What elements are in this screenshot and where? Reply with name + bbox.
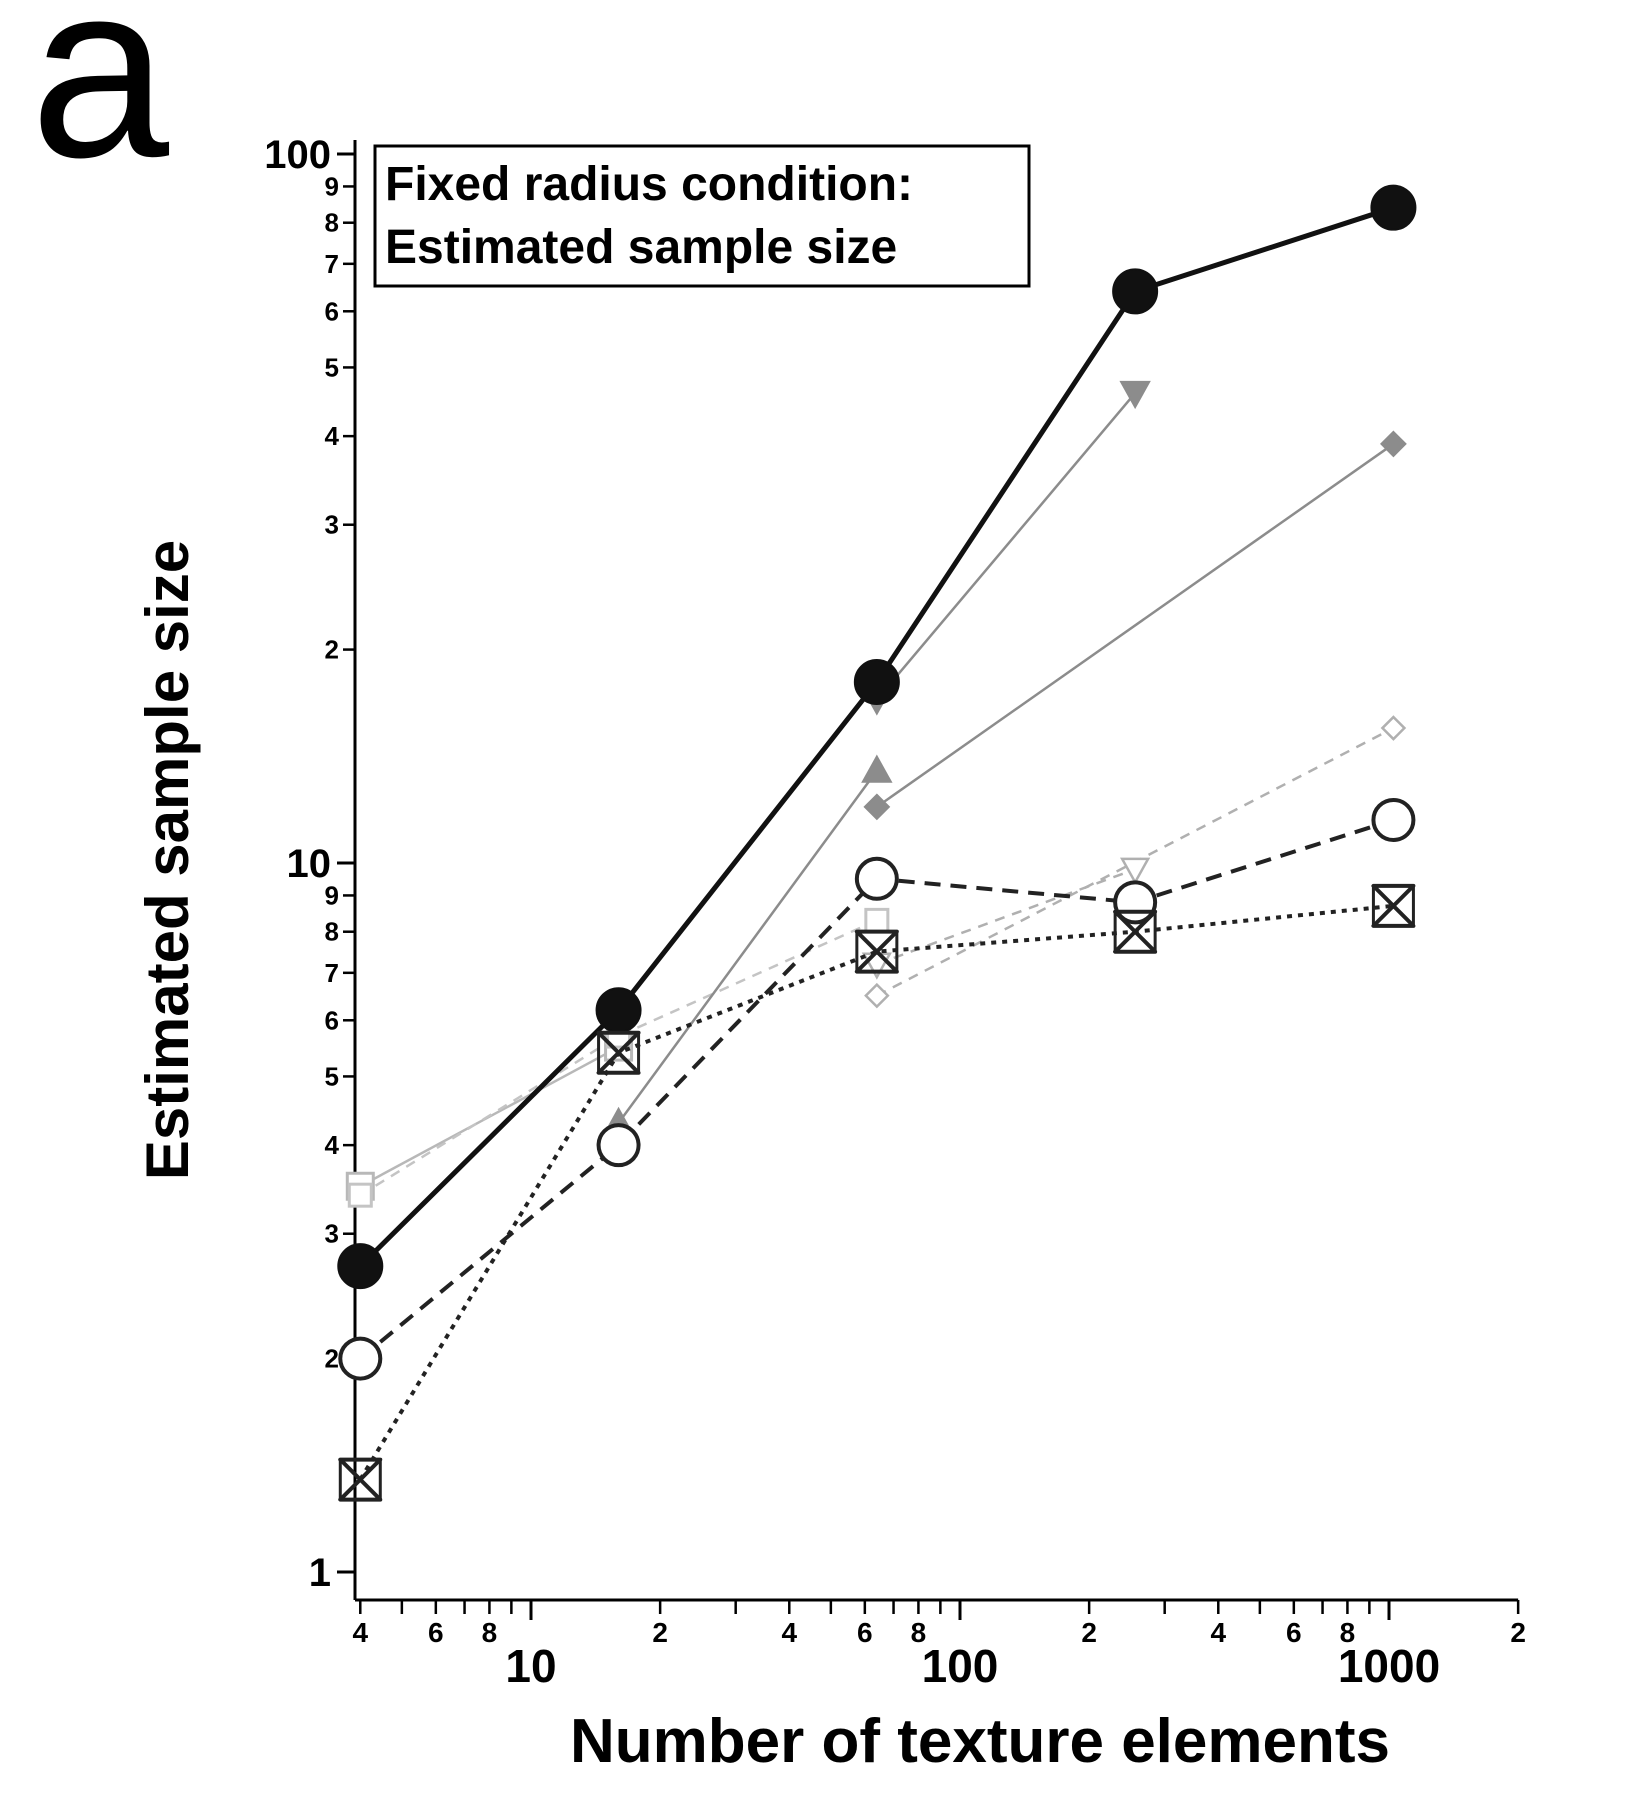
square-open-marker <box>347 1182 373 1208</box>
circle-filled-marker <box>1370 184 1417 231</box>
triangle-up-filled-marker <box>861 754 893 783</box>
series-4 <box>863 430 1407 821</box>
x-minor-tick-label: 8 <box>911 1617 927 1648</box>
y-major-tick-label: 10 <box>287 842 332 886</box>
y-minor-tick-label: 7 <box>325 958 339 988</box>
y-minor-tick-label: 5 <box>325 1061 339 1091</box>
x-minor-tick-label: 4 <box>352 1617 368 1648</box>
x-minor-tick-label: 6 <box>428 1617 444 1648</box>
y-minor-tick-label: 4 <box>325 1130 340 1160</box>
x-major-tick-label: 1000 <box>1338 1640 1440 1692</box>
y-minor-tick-label: 9 <box>325 880 339 910</box>
y-minor-tick-label: 8 <box>325 917 339 947</box>
circle-filled-marker <box>1112 268 1159 315</box>
diamond-open-marker <box>864 982 890 1009</box>
y-minor-tick-label: 6 <box>325 1005 339 1035</box>
circle-filled-marker <box>595 987 642 1034</box>
x-minor-tick-label: 6 <box>1286 1617 1302 1648</box>
y-minor-tick-label: 7 <box>325 249 339 279</box>
x-minor-tick-label: 2 <box>1510 1617 1526 1648</box>
y-axis-title: Estimated sample size <box>134 540 201 1180</box>
chart-title-line-1: Fixed radius condition: <box>385 158 913 211</box>
x-minor-tick-label: 4 <box>1210 1617 1226 1648</box>
series-line <box>875 392 1137 701</box>
circle-filled-marker <box>337 1243 384 1290</box>
diamond-filled-marker <box>863 793 891 821</box>
series-2 <box>602 754 893 1136</box>
y-major-tick-label: 1 <box>309 1551 331 1595</box>
series-8 <box>338 797 1416 1381</box>
x-major-tick-label: 100 <box>922 1640 999 1692</box>
diamond-filled-marker <box>1380 430 1407 458</box>
triangle-down-filled-marker <box>1119 380 1151 410</box>
y-minor-tick-label: 8 <box>325 208 339 238</box>
y-minor-tick-label: 3 <box>325 510 339 540</box>
circle-open-marker <box>596 1123 641 1168</box>
y-minor-tick-label: 6 <box>325 296 339 326</box>
triangle-down-open-marker <box>861 952 892 980</box>
y-minor-tick-label: 4 <box>325 421 340 451</box>
series-line <box>358 903 1394 1481</box>
panel-letter: a <box>30 0 170 209</box>
circle-open-marker <box>854 856 899 901</box>
y-minor-tick-label: 9 <box>325 171 339 201</box>
x-axis-title: Number of texture elements <box>570 1707 1390 1776</box>
hourglass-marker <box>338 1457 383 1502</box>
triangle-down-open-marker <box>1120 857 1151 885</box>
x-minor-tick-label: 6 <box>857 1617 873 1648</box>
y-major-tick-label: 100 <box>264 133 331 177</box>
series-1 <box>347 907 890 1208</box>
series-7 <box>337 184 1417 1290</box>
legend-box: Fixed radius condition: Estimated sample… <box>373 144 1031 288</box>
x-minor-tick-label: 2 <box>1081 1617 1097 1648</box>
y-minor-tick-label: 2 <box>325 635 339 665</box>
series-line <box>617 769 878 1124</box>
square-open-marker <box>864 907 890 933</box>
series-line <box>358 205 1395 1268</box>
y-minor-tick-label: 3 <box>325 1219 339 1249</box>
series-line <box>876 868 1136 966</box>
series-9 <box>338 883 1416 1502</box>
x-minor-tick-label: 4 <box>781 1617 797 1648</box>
legend-frame <box>373 144 1031 288</box>
series-line <box>876 442 1395 808</box>
y-minor-tick-label: 5 <box>325 352 339 382</box>
circle-open-marker <box>338 1336 383 1381</box>
x-minor-tick-label: 8 <box>1340 1617 1356 1648</box>
series-layer <box>337 184 1417 1502</box>
series-3 <box>861 380 1151 716</box>
y-minor-tick-label: 2 <box>325 1344 339 1374</box>
x-minor-tick-label: 2 <box>652 1617 668 1648</box>
circle-filled-marker <box>853 659 900 706</box>
series-line <box>359 919 878 1197</box>
diamond-open-marker <box>1380 715 1407 741</box>
x-minor-tick-label: 8 <box>482 1617 498 1648</box>
circle-open-marker <box>1371 797 1416 842</box>
x-major-tick-label: 10 <box>505 1640 556 1692</box>
chart-title-line-2: Estimated sample size <box>385 221 897 274</box>
